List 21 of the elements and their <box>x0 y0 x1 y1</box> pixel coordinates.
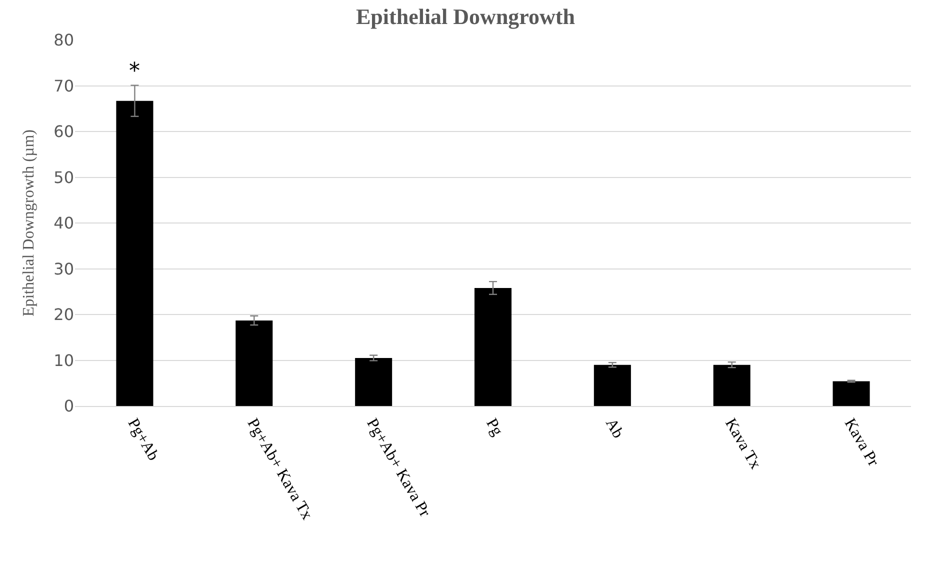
y-tick-label: 10 <box>54 350 74 370</box>
bar <box>594 364 631 406</box>
bar <box>832 381 870 406</box>
y-tick-label: 30 <box>54 259 74 278</box>
y-tick-label: 20 <box>54 305 74 324</box>
y-tick-label: 40 <box>54 214 74 233</box>
y-tick-label: 0 <box>64 396 74 416</box>
bar <box>474 288 512 406</box>
annotation: * <box>129 59 140 84</box>
x-tick-label: Ab <box>602 416 627 442</box>
x-tick-label: Pg <box>482 416 506 439</box>
y-tick-label: 70 <box>54 76 74 96</box>
y-axis-title: Epithelial Downgrowth (µm) <box>20 130 38 316</box>
y-tick-label: 60 <box>54 122 74 142</box>
y-tick-label: 50 <box>54 168 74 187</box>
bar <box>355 358 392 406</box>
chart-title: Epithelial Downgrowth <box>356 4 576 29</box>
bar <box>236 320 273 406</box>
y-tick-label: 80 <box>54 30 74 50</box>
bar <box>116 100 154 406</box>
bar <box>713 364 750 406</box>
